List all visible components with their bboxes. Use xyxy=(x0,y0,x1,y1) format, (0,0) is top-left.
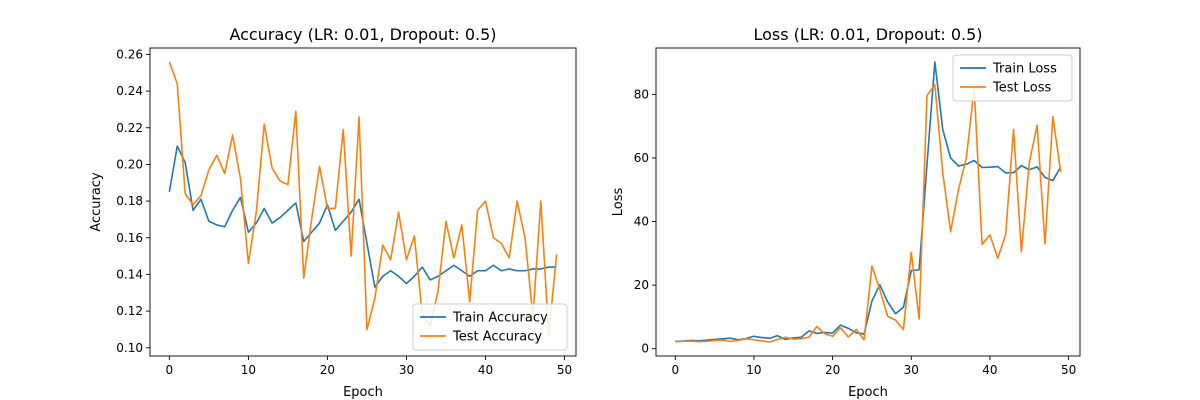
loss-chart: 0 10 20 30 40 50 0 20 40 60 80 Loss (LR: 0.01, Drop… xyxy=(611,25,1081,400)
x-tick-label: 30 xyxy=(399,363,414,377)
legend-box xyxy=(412,303,568,351)
y-tick-label: 20 xyxy=(634,278,649,292)
y-tick-label: 0.20 xyxy=(116,157,143,171)
x-tick-label: 10 xyxy=(241,363,256,377)
y-tick-label: 0.26 xyxy=(116,47,143,61)
legend-label: Test Loss xyxy=(992,81,1051,96)
y-axis-label: Loss xyxy=(611,188,626,217)
x-tick-label: 50 xyxy=(1061,363,1076,377)
legend: Train Accuracy Test Accuracy xyxy=(412,303,568,351)
y-tick-label: 0.14 xyxy=(116,267,143,281)
y-tick-label: 0 xyxy=(641,342,649,356)
y-axis-label: Accuracy xyxy=(89,172,104,232)
legend: Train Loss Test Loss xyxy=(952,54,1073,102)
series-line-test-loss xyxy=(675,84,1062,343)
legend-box xyxy=(952,54,1073,102)
x-axis-label: Epoch xyxy=(343,385,383,400)
y-tick-label: 0.18 xyxy=(116,194,143,208)
y-tick-label: 80 xyxy=(634,87,649,101)
x-tick-label: 0 xyxy=(166,363,174,377)
plot-frame xyxy=(655,47,1081,357)
plot-frame xyxy=(149,47,577,357)
x-tick-label: 50 xyxy=(557,363,572,377)
x-tick-label: 0 xyxy=(671,363,679,377)
y-tick-label: 0.12 xyxy=(116,304,143,318)
chart-title: Accuracy (LR: 0.01, Dropout: 0.5) xyxy=(229,25,496,44)
y-tick-label: 0.24 xyxy=(116,84,143,98)
x-axis-label: Epoch xyxy=(848,385,888,400)
legend-label: Test Accuracy xyxy=(452,330,542,345)
y-tick-label: 40 xyxy=(634,215,649,229)
x-tick-label: 20 xyxy=(825,363,840,377)
y-tick-label: 0.10 xyxy=(116,341,143,355)
x-tick-label: 10 xyxy=(746,363,761,377)
series-line-test-accuracy xyxy=(168,61,558,336)
legend-label: Train Accuracy xyxy=(452,311,548,326)
y-tick-label: 0.16 xyxy=(116,231,143,245)
accuracy-chart: 0 10 20 30 40 50 0.10 0.12 0.14 0.16 0.18 0.20 0.22 0… xyxy=(89,25,577,400)
chart-title: Loss (LR: 0.01, Dropout: 0.5) xyxy=(753,25,982,44)
x-tick-label: 40 xyxy=(478,363,493,377)
x-tick-label: 40 xyxy=(982,363,997,377)
legend-label: Train Loss xyxy=(992,62,1057,77)
x-tick-label: 20 xyxy=(320,363,335,377)
y-tick-label: 60 xyxy=(634,151,649,165)
y-tick-label: 0.22 xyxy=(116,121,143,135)
x-tick-label: 30 xyxy=(904,363,919,377)
